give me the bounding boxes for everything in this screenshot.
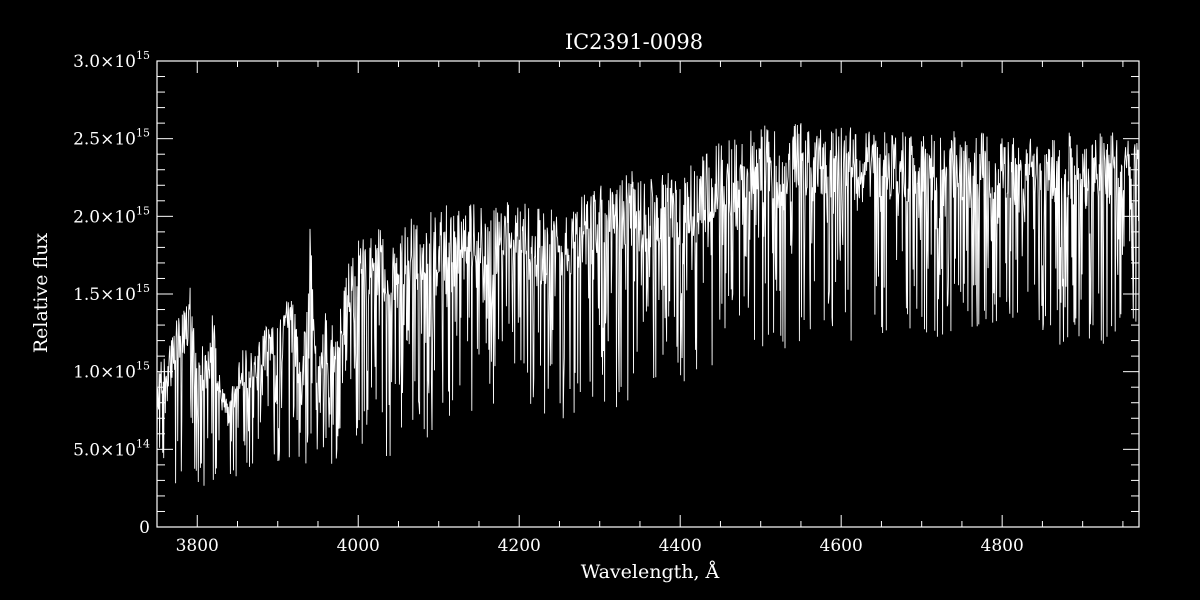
y-tick-label: 3.0×1015	[73, 49, 150, 72]
chart-title: IC2391-0098	[565, 30, 703, 54]
plot-area	[156, 123, 1140, 486]
y-tick-label: 0	[139, 518, 150, 538]
y-tick-label: 1.0×1015	[73, 360, 150, 383]
x-tick-label: 4400	[659, 536, 702, 556]
x-tick-label: 3800	[176, 536, 219, 556]
x-axis-tick-labels: 3800 4000 4200 4400 4600 4800	[176, 536, 1024, 556]
axis-ticks	[156, 60, 1139, 528]
x-tick-label: 4200	[498, 536, 541, 556]
y-tick-label: 2.5×1015	[73, 127, 150, 150]
y-tick-label: 5.0×1014	[73, 437, 150, 460]
spectrum-line	[156, 123, 1140, 486]
y-tick-label: 1.5×1015	[73, 282, 150, 305]
x-tick-label: 4800	[981, 536, 1024, 556]
x-axis-label: Wavelength, Å	[581, 561, 720, 583]
y-axis-tick-labels: 0 5.0×1014 1.0×1015 1.5×1015 2.0×1015 2.5×101…	[73, 49, 150, 538]
x-tick-label: 4000	[337, 536, 380, 556]
x-tick-label: 4600	[820, 536, 863, 556]
y-axis-label: Relative flux	[30, 233, 52, 354]
y-tick-label: 2.0×1015	[73, 204, 150, 227]
